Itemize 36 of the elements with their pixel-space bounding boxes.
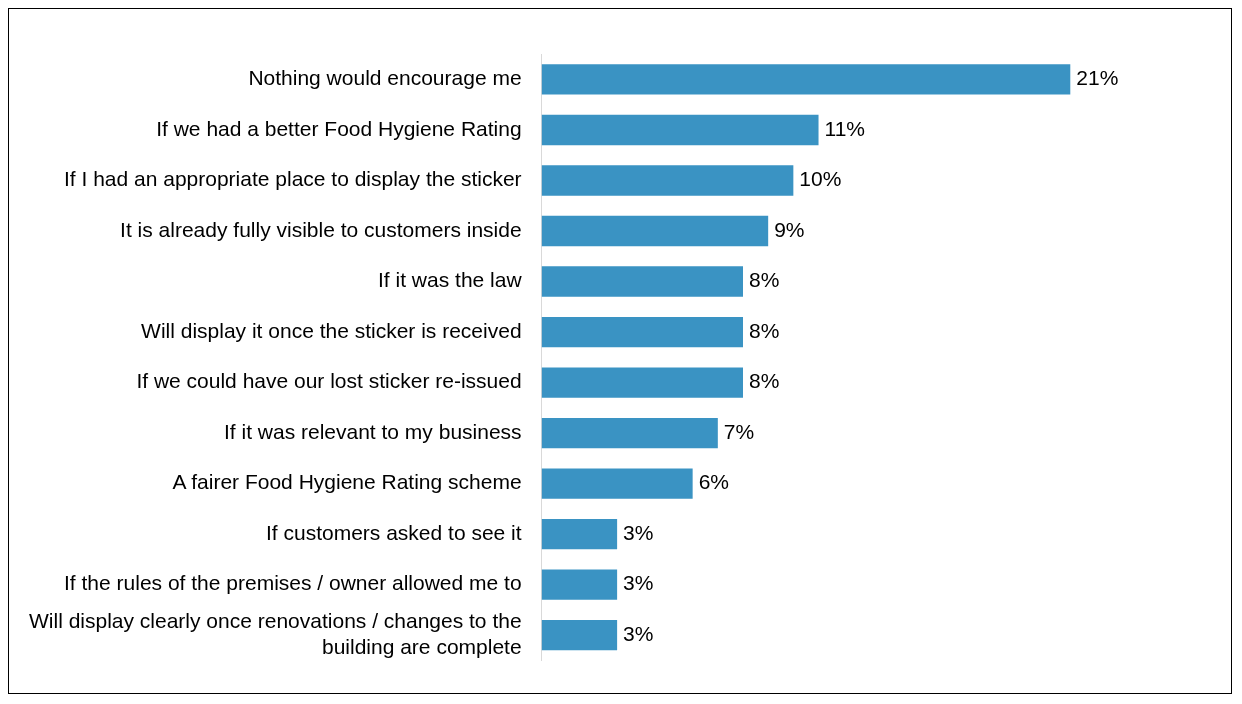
bar [541, 165, 794, 196]
y-tick-label: If customers asked to see it [265, 520, 522, 544]
y-tick-label: If we had a better Food Hygiene Rating [156, 116, 522, 140]
y-tick-label: If it was the law [378, 268, 523, 292]
data-label: 8% [749, 318, 780, 342]
data-label: 11% [824, 116, 866, 140]
data-label: 3% [623, 520, 654, 544]
bar [541, 417, 718, 449]
y-tick-label: If we could have our lost sticker re-issued [136, 369, 522, 393]
bar [541, 215, 769, 247]
data-label: 3% [623, 571, 654, 595]
bar [541, 367, 743, 398]
data-label: 8% [749, 268, 780, 292]
bar [541, 569, 618, 600]
bar [541, 64, 1071, 95]
bar [541, 518, 618, 550]
bar [541, 468, 693, 499]
y-tick-label: If I had an appropriate place to display the sticker [63, 167, 522, 191]
y-tick-label: A fairer Food Hygiene Rating scheme [172, 470, 522, 494]
y-tick-label: Will display it once the sticker is received [141, 318, 522, 342]
data-label: 3% [623, 621, 654, 645]
y-tick-label: It is already fully visible to customers inside [120, 217, 522, 241]
bar [541, 316, 743, 348]
y-tick-label: Nothing would encourage me [248, 66, 522, 90]
y-tick-label: If it was relevant to my business [223, 419, 522, 443]
bar [541, 114, 819, 146]
y-tick-label: Will display clearly once renovations / changes to the building are complete [28, 609, 522, 658]
data-label: 7% [723, 419, 755, 443]
bar [541, 266, 743, 297]
data-label: 10% [799, 167, 842, 191]
bar [541, 619, 618, 651]
data-label: 8% [749, 369, 780, 393]
data-label: 9% [774, 217, 805, 241]
y-tick-label: If the rules of the premises / owner allowed me to [64, 571, 522, 595]
data-label: 6% [698, 470, 730, 494]
data-label: 21% [1076, 66, 1119, 90]
